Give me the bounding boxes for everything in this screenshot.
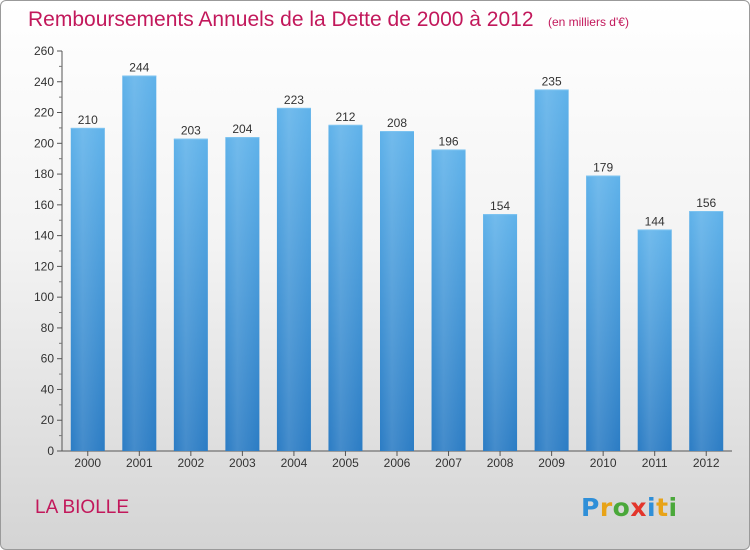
- bars: [70, 75, 724, 451]
- x-tick-label: 2000: [74, 456, 101, 470]
- y-tick-label: 140: [34, 229, 54, 243]
- logo-letter: i: [668, 493, 678, 522]
- bar-highlight: [431, 149, 466, 451]
- logo-letter: P: [581, 493, 600, 522]
- data-label: 208: [387, 116, 407, 130]
- logo-letter: r: [599, 493, 613, 522]
- chart-title: Remboursements Annuels de la Dette de 20…: [28, 8, 534, 31]
- chart-unit: (en milliers d'€): [547, 15, 629, 29]
- y-tick-label: 60: [41, 352, 55, 366]
- logo-letter: o: [612, 493, 631, 522]
- bar-highlight: [328, 124, 363, 451]
- y-tick-label: 20: [41, 413, 55, 427]
- x-tick-label: 2008: [487, 456, 514, 470]
- bar-highlight: [534, 89, 569, 451]
- data-label: 179: [593, 161, 613, 175]
- y-tick-label: 240: [34, 75, 54, 89]
- y-tick-label: 260: [34, 44, 54, 58]
- y-tick-label: 40: [41, 382, 55, 396]
- data-label: 154: [490, 199, 510, 213]
- x-tick-label: 2011: [642, 456, 668, 470]
- data-label: 203: [181, 124, 201, 138]
- chart-title-block: Remboursements Annuels de la Dette de 20…: [28, 8, 629, 32]
- proxiti-logo: Proxiti: [581, 493, 678, 522]
- value-labels: 210 244 203 204 223 212 208 196 154 235 179 144 156: [78, 61, 717, 229]
- bar-highlight: [380, 131, 414, 451]
- x-tick-label: 2005: [332, 456, 359, 470]
- x-tick-label: 2007: [435, 456, 462, 470]
- bar-highlight: [225, 137, 260, 451]
- x-tick-label: 2004: [281, 456, 308, 470]
- x-tick-label: 2009: [538, 456, 565, 470]
- bar-highlight: [276, 107, 311, 451]
- bar-highlight: [637, 229, 672, 451]
- y-tick-label: 80: [41, 321, 55, 335]
- bar-highlight: [586, 175, 621, 451]
- y-tick-label: 180: [34, 167, 54, 181]
- data-label: 196: [439, 134, 459, 148]
- x-tick-label: 2012: [693, 456, 720, 470]
- logo-letter: x: [630, 493, 647, 522]
- x-tick-label: 2006: [384, 456, 411, 470]
- bar-highlight: [122, 75, 157, 451]
- bar-highlight: [70, 127, 105, 451]
- y-tick-label: 200: [34, 136, 54, 150]
- place-name: LA BIOLLE: [35, 497, 130, 518]
- y-tick-label: 160: [34, 198, 54, 212]
- data-label: 223: [284, 93, 304, 107]
- axes: 0 20 40 60 80 100 120 140 160 180 200 220 240 260 2000…: [34, 44, 732, 470]
- data-label: 204: [232, 122, 252, 136]
- data-label: 212: [335, 110, 355, 124]
- data-label: 210: [78, 113, 98, 127]
- logo-letter: i: [647, 493, 657, 522]
- x-tick-label: 2010: [590, 456, 617, 470]
- y-tick-label: 120: [34, 259, 54, 273]
- logo-letter: t: [656, 493, 669, 522]
- x-tick-label: 2002: [177, 456, 204, 470]
- data-label: 156: [696, 196, 716, 210]
- bar-highlight: [483, 214, 518, 451]
- y-tick-label: 0: [47, 444, 54, 458]
- x-tick-label: 2001: [126, 456, 153, 470]
- data-label: 244: [129, 61, 149, 75]
- data-label: 235: [542, 74, 562, 88]
- x-tick-label: 2003: [229, 456, 256, 470]
- data-label: 144: [645, 214, 665, 228]
- bar-highlight: [173, 138, 208, 451]
- y-tick-label: 100: [34, 290, 54, 304]
- bar-highlight: [689, 211, 724, 451]
- y-tick-label: 220: [34, 106, 54, 120]
